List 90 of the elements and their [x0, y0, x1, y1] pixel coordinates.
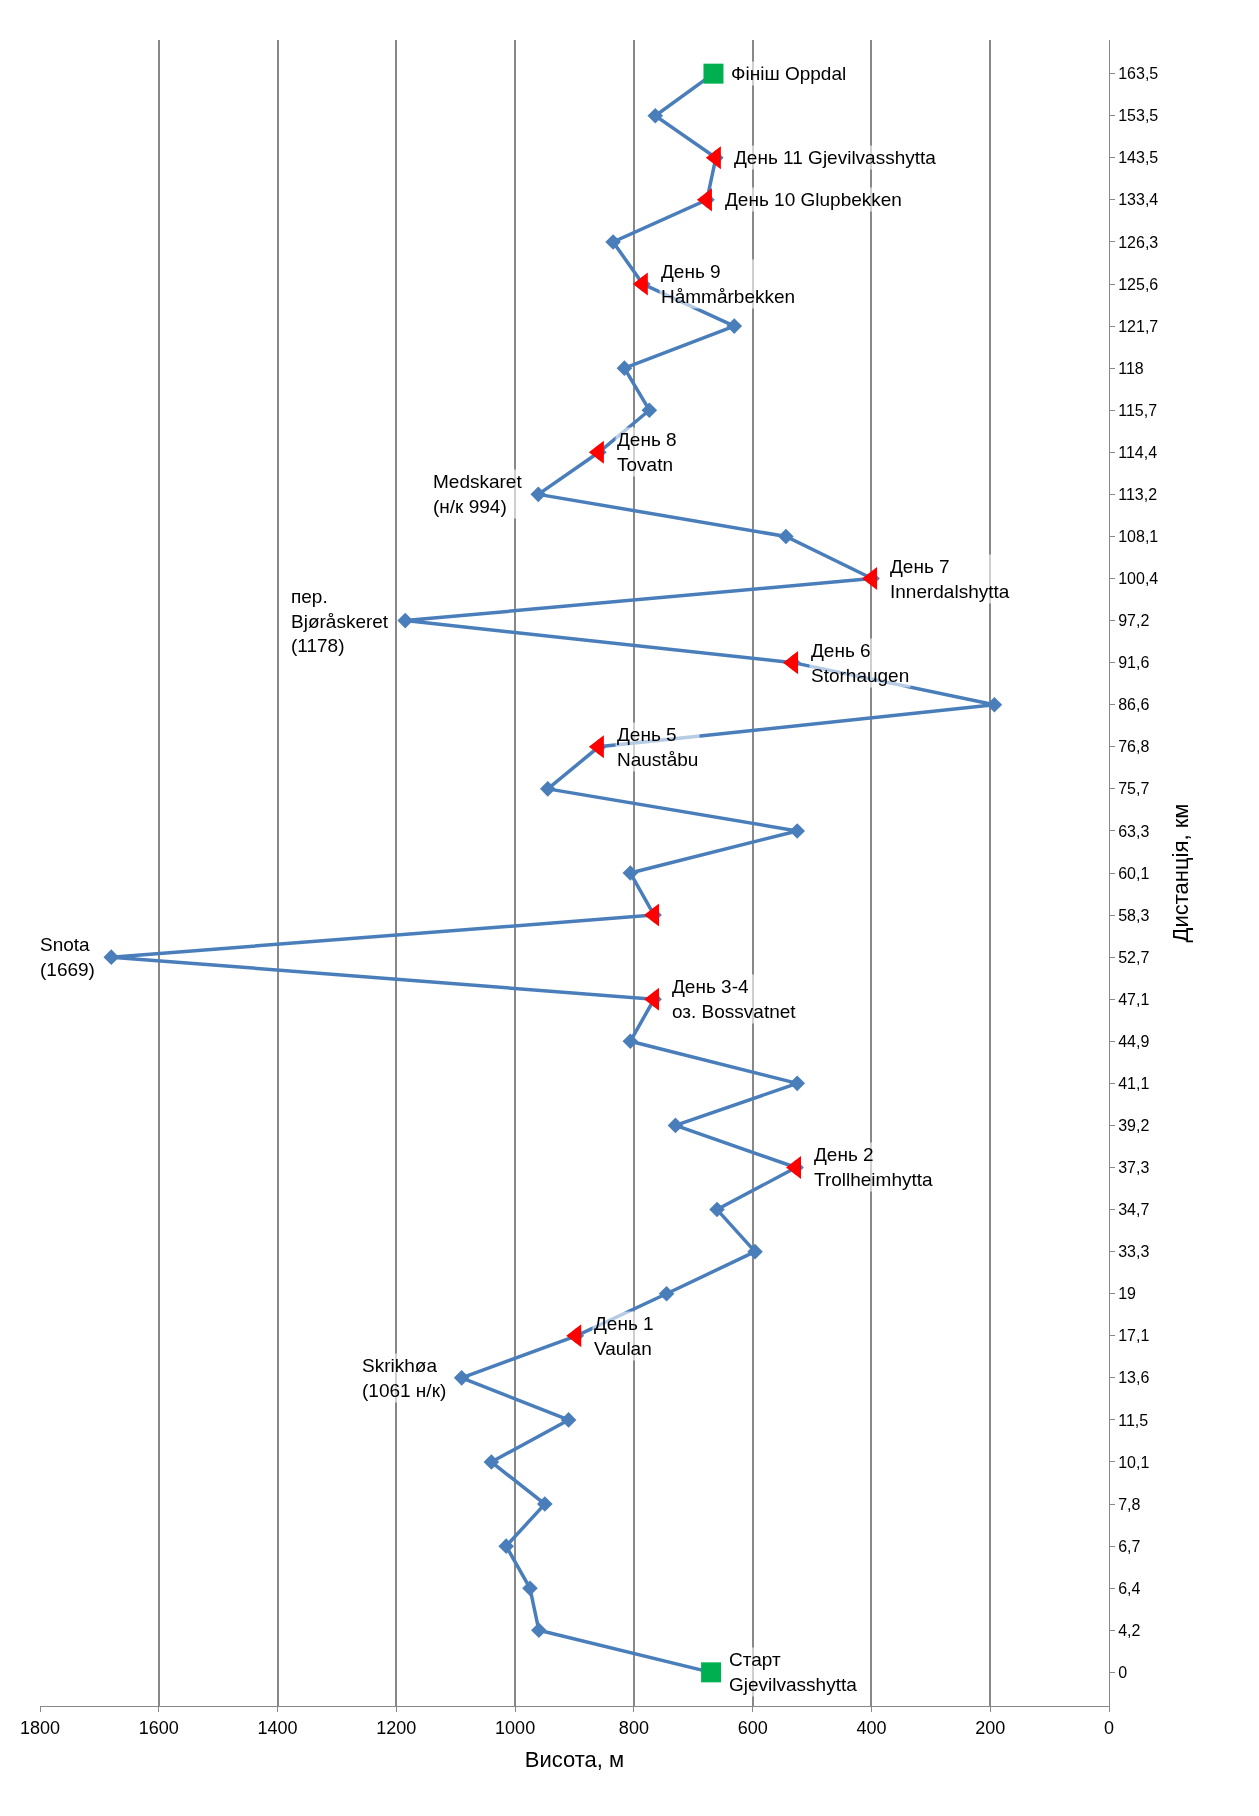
- annotation: пер. Bjøråskeret (1178): [291, 586, 389, 657]
- y-tick-label: 153,5: [1118, 107, 1159, 125]
- point: [622, 865, 639, 881]
- y-tick-label: 39,2: [1118, 1117, 1150, 1135]
- annotation: День 11 Gjevilvasshytta: [734, 147, 937, 168]
- y-tick-label: 163,5: [1118, 65, 1159, 83]
- y-tick-label: 17,1: [1118, 1327, 1150, 1345]
- point: [530, 486, 547, 503]
- point: [622, 1033, 639, 1050]
- point: [616, 360, 633, 376]
- annotation: Medskaret (н/к 994): [433, 471, 523, 517]
- point: [647, 107, 664, 124]
- y-tick-label: 52,7: [1118, 948, 1150, 966]
- x-tick-label: 1000: [495, 1717, 536, 1738]
- y-tick-label: 6,4: [1118, 1579, 1141, 1597]
- y-tick-label: 4,2: [1118, 1621, 1141, 1639]
- annotation: Фініш Oppdal: [731, 63, 847, 84]
- point: [789, 1075, 806, 1092]
- x-tick-label: 1400: [257, 1717, 298, 1738]
- y-tick-label: 125,6: [1118, 275, 1159, 293]
- y-tick-label: 34,7: [1118, 1201, 1150, 1219]
- y-tick-label: 143,5: [1118, 149, 1159, 167]
- y-tick-label: 97,2: [1118, 612, 1150, 630]
- y-tick-label: 115,7: [1118, 401, 1158, 419]
- annotation: День 1 Vaulan: [594, 1313, 654, 1359]
- point: [483, 1454, 500, 1470]
- y-tick-label: 75,7: [1118, 780, 1150, 798]
- y-tick-label: 121,7: [1118, 317, 1159, 335]
- annotation: День 2 Trollheimhytta: [814, 1144, 934, 1190]
- point: [560, 1412, 577, 1428]
- x-tick-label: 400: [856, 1717, 887, 1738]
- y-tick-label: 11,5: [1118, 1411, 1149, 1429]
- y-tick-label: 63,3: [1118, 822, 1150, 840]
- point: [778, 528, 794, 545]
- y-tick-label: 58,3: [1118, 906, 1150, 924]
- point: [539, 781, 556, 797]
- x-tick-label: 800: [618, 1717, 649, 1738]
- point: [605, 234, 621, 250]
- y-tick-label: 7,8: [1118, 1495, 1141, 1513]
- point: [522, 1580, 538, 1596]
- point: [641, 402, 658, 419]
- y-tick-label: 0: [1118, 1663, 1128, 1681]
- point: [453, 1370, 470, 1386]
- y-tick-label: 44,9: [1118, 1032, 1150, 1050]
- y-tick-label: 114,4: [1118, 443, 1158, 461]
- y-tick-label: 47,1: [1118, 990, 1150, 1008]
- annotation: День 7 Innerdalshytta: [890, 556, 1010, 602]
- x-tick-label: 1200: [376, 1717, 417, 1738]
- point: [726, 318, 743, 334]
- point: [789, 823, 806, 839]
- annotation: День 8 Tovatn: [617, 429, 677, 475]
- point: [667, 1117, 684, 1134]
- annotation: Snota (1669): [40, 934, 95, 980]
- y-axis-title: Дистанція, км: [1168, 803, 1194, 943]
- y-tick-label: 113,2: [1118, 485, 1158, 503]
- y-tick-label: 118: [1118, 359, 1144, 377]
- annotation: День 9 Håmmårbekken: [661, 261, 796, 307]
- y-tick-label: 33,3: [1118, 1243, 1150, 1261]
- x-axis-title: Висота, м: [524, 1747, 625, 1773]
- point: [658, 1285, 675, 1302]
- y-tick-label: 6,7: [1118, 1537, 1141, 1555]
- x-tick-label: 1600: [138, 1717, 179, 1738]
- y-tick-label: 41,1: [1118, 1074, 1150, 1092]
- y-tick-label: 91,6: [1118, 654, 1150, 672]
- point: [747, 1243, 763, 1260]
- x-tick-label: 600: [737, 1717, 768, 1738]
- annotation: День 5 Nauståbu: [617, 724, 699, 770]
- y-tick-label: 37,3: [1118, 1159, 1150, 1177]
- y-tick-label: 10,1: [1118, 1453, 1150, 1471]
- y-tick-label: 60,1: [1118, 864, 1150, 882]
- point: [498, 1538, 514, 1554]
- y-tick-label: 100,4: [1118, 570, 1159, 588]
- y-tick-label: 19: [1118, 1285, 1137, 1303]
- y-tick-label: 86,6: [1118, 696, 1150, 714]
- x-tick-label: 1800: [19, 1717, 61, 1738]
- point: [531, 1622, 547, 1639]
- x-tick-label: 200: [975, 1717, 1006, 1738]
- annotation: Старт Gjevilvasshytta: [729, 1649, 858, 1695]
- x-tick-label: 0: [1103, 1717, 1115, 1738]
- annotation: День 6 Storhaugen: [811, 640, 910, 686]
- point: [709, 1201, 725, 1218]
- y-tick-label: 13,6: [1118, 1369, 1150, 1387]
- annotation: Skrikhøa (1061 н/к): [362, 1355, 447, 1401]
- point: [537, 1496, 553, 1512]
- annotation: День 10 Glupbekken: [725, 189, 902, 210]
- y-tick-label: 126,3: [1118, 233, 1159, 251]
- annotation: День 3-4 оз. Bossvatnet: [672, 976, 797, 1022]
- y-tick-label: 76,8: [1118, 738, 1150, 756]
- y-tick-label: 133,4: [1118, 191, 1159, 209]
- y-tick-label: 108,1: [1118, 528, 1159, 546]
